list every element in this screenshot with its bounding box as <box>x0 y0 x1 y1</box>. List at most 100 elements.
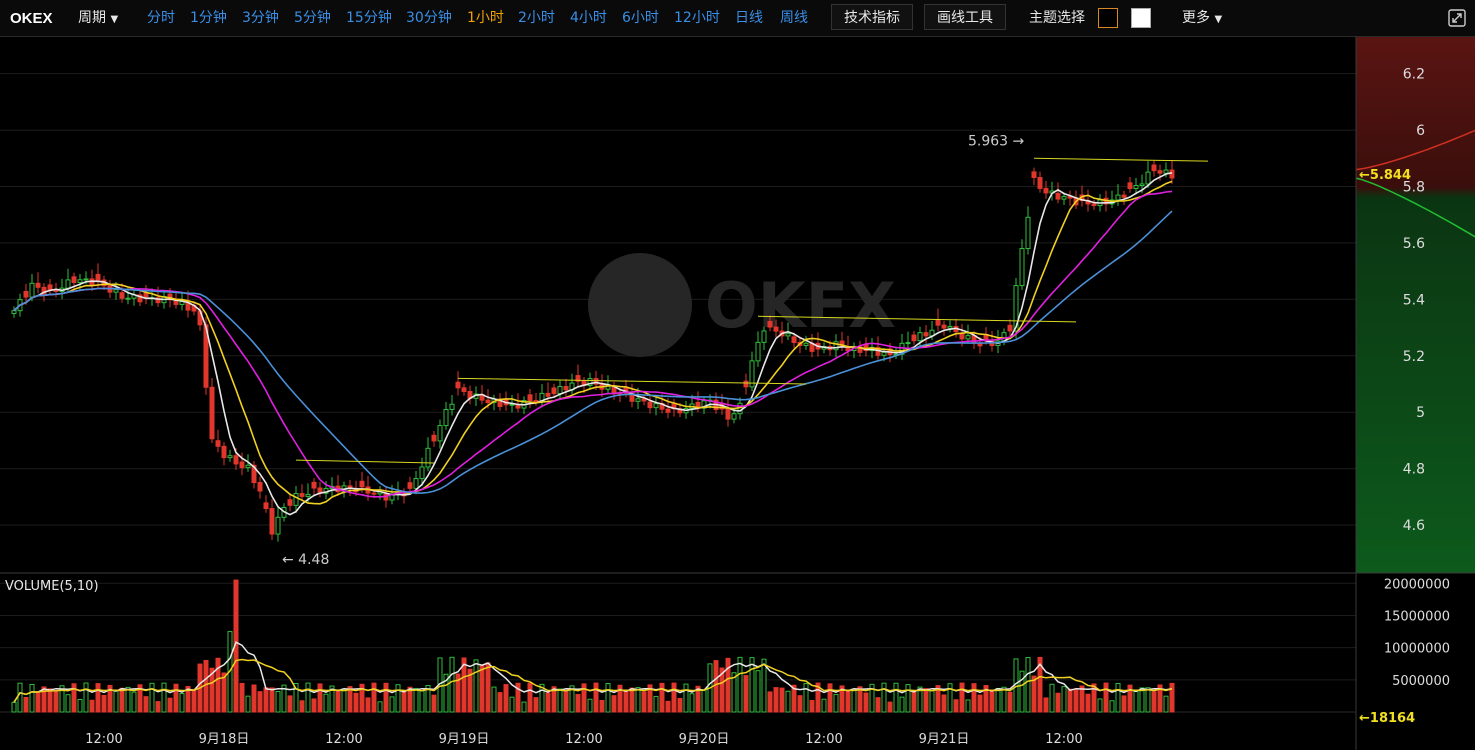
volume-bar <box>1151 691 1157 713</box>
volume-bar <box>899 696 905 713</box>
period-tab[interactable]: 3分钟 <box>242 10 279 26</box>
theme-label: 主题选择 <box>1029 10 1085 26</box>
time-tick-label: 12:00 <box>565 732 602 747</box>
volume-bar <box>479 664 485 713</box>
volume-bar <box>1025 657 1031 713</box>
period-tab[interactable]: 周线 <box>780 10 808 26</box>
candle-body <box>53 290 59 293</box>
volume-bar <box>95 683 101 713</box>
volume-bar <box>155 701 161 713</box>
volume-bar <box>545 692 551 713</box>
depth-panel <box>1356 37 1475 573</box>
volume-bar <box>665 700 671 713</box>
candle-body <box>239 461 245 469</box>
volume-bar <box>953 699 959 713</box>
volume-bar <box>1121 695 1127 713</box>
period-tab[interactable]: 30分钟 <box>406 10 452 26</box>
more-dropdown[interactable]: 更多 ▼ <box>1182 0 1222 37</box>
volume-bar <box>671 682 677 713</box>
period-tab[interactable]: 5分钟 <box>294 10 331 26</box>
period-tab-active[interactable]: 1小时 <box>467 10 504 26</box>
candle-body <box>257 482 263 492</box>
volume-bar <box>599 700 605 713</box>
candle-body <box>593 378 599 385</box>
trend-line <box>295 459 435 464</box>
volume-bar <box>497 692 503 713</box>
volume-bar <box>725 657 731 713</box>
candle-body <box>635 398 641 402</box>
trend-line <box>757 315 1077 323</box>
candle-body <box>965 335 971 340</box>
period-tab[interactable]: 4小时 <box>570 10 607 26</box>
volume-bar <box>1037 656 1043 713</box>
toolbar: OKEX 周期 ▼ 分时 1分钟 3分钟 5分钟 15分钟 30分钟 1小时 2… <box>0 0 1475 37</box>
volume-bar <box>29 683 35 713</box>
period-tab[interactable]: 15分钟 <box>346 10 392 26</box>
candle-body <box>935 318 941 326</box>
drawing-tools-button[interactable]: 画线工具 <box>924 4 1006 30</box>
candle-body <box>755 341 761 362</box>
volume-bar <box>293 682 299 713</box>
volume-bar <box>131 691 137 713</box>
volume-bar <box>791 684 797 713</box>
volume-bar <box>767 691 773 713</box>
volume-bar <box>77 698 83 713</box>
candle-body <box>245 464 251 469</box>
volume-bar <box>785 690 791 713</box>
volume-bar <box>341 688 347 713</box>
volume-bar <box>695 685 701 713</box>
indicator-button[interactable]: 技术指标 <box>831 4 913 30</box>
theme-dark-swatch[interactable] <box>1098 8 1118 28</box>
candle-body <box>1043 187 1049 194</box>
period-tab[interactable]: 分时 <box>147 10 175 26</box>
volume-bar <box>701 689 707 713</box>
candle-body <box>749 360 755 388</box>
candle-body <box>233 455 239 465</box>
period-tab[interactable]: 1分钟 <box>190 10 227 26</box>
candle-body <box>11 310 17 314</box>
candle-body <box>647 401 653 409</box>
volume-bar <box>1133 690 1139 713</box>
candle-body <box>575 375 581 382</box>
period-tab[interactable]: 6小时 <box>622 10 659 26</box>
theme-light-swatch[interactable] <box>1131 8 1151 28</box>
candle-body <box>905 342 911 345</box>
period-tab[interactable]: 12小时 <box>674 10 720 26</box>
period-tab[interactable]: 日线 <box>735 10 763 26</box>
candle-body <box>1145 171 1151 185</box>
volume-bar <box>143 696 149 713</box>
volume-bar <box>875 697 881 713</box>
period-dropdown[interactable]: 周期 ▼ <box>78 0 118 37</box>
candle-body <box>1157 170 1163 174</box>
candle-body <box>761 330 767 343</box>
volume-bar <box>1073 689 1079 713</box>
watermark-logo <box>588 253 692 357</box>
period-tab[interactable]: 2小时 <box>518 10 555 26</box>
volume-bar <box>1169 682 1175 713</box>
volume-bar <box>809 700 815 713</box>
volume-bar <box>47 688 53 713</box>
volume-bar <box>713 660 719 713</box>
candle-body <box>1127 182 1133 190</box>
price-tick-label: 6.2 <box>1403 67 1425 83</box>
price-tick-label: 5.2 <box>1403 349 1425 365</box>
volume-bar <box>509 696 515 713</box>
volume-bar <box>389 696 395 713</box>
volume-bar <box>1115 682 1121 713</box>
volume-bar <box>563 689 569 713</box>
volume-bar <box>1163 695 1169 713</box>
volume-bar <box>125 686 131 713</box>
volume-bar <box>803 683 809 713</box>
volume-bar <box>1127 684 1133 713</box>
fullscreen-icon[interactable] <box>1448 9 1466 27</box>
trend-line <box>1033 157 1209 162</box>
volume-bar <box>587 698 593 713</box>
more-label: 更多 <box>1182 10 1210 26</box>
volume-bar <box>881 682 887 713</box>
chart-area[interactable]: 4.6 4.8 5 5.2 5.4 5.6 5.8 6 6.2 20000000 15000000 1… <box>0 37 1475 750</box>
volume-bar <box>245 695 251 713</box>
volume-bar <box>779 687 785 713</box>
candle-body <box>1037 177 1043 189</box>
volume-bar <box>917 686 923 713</box>
candle-body <box>665 408 671 413</box>
